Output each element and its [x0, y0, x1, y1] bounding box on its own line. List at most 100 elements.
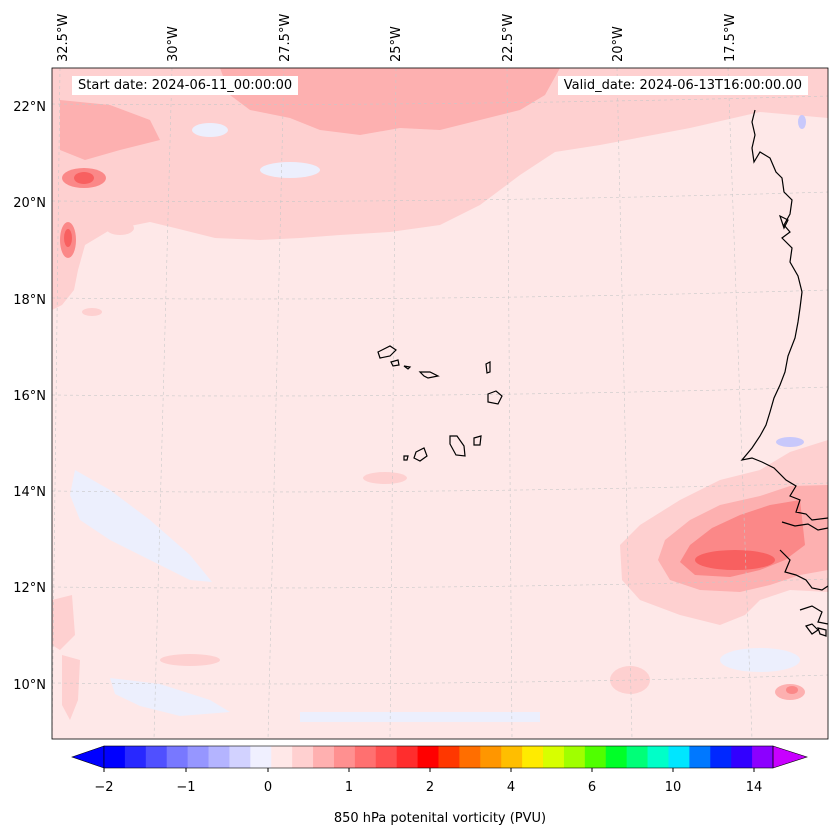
colorbar-segment: [501, 746, 523, 768]
island-santa-luzia: [403, 365, 412, 370]
pv-core-northwest: [74, 172, 94, 184]
pv-blue-patch-north: [192, 123, 228, 137]
colorbar-segment: [626, 746, 648, 768]
island-sao-vicente: [390, 359, 400, 367]
pv-blob-mid: [363, 472, 407, 484]
colorbar: −2 −1 0 1 2 4 6 10 14 850 hPa potenital …: [71, 745, 808, 826]
gridline-lon-30: [153, 68, 173, 739]
pv-contour-north-band: [52, 68, 828, 310]
colorbar-tick-label: 1: [345, 780, 353, 795]
colorbar-segment: [333, 746, 356, 768]
colorbar-segment: [396, 746, 418, 768]
colorbar-segment: [438, 746, 460, 768]
pv-contour-southwest2: [62, 655, 80, 720]
gridline-lat-22: [52, 95, 828, 105]
colorbar-extend-max: [772, 745, 808, 769]
coastline-africa: [740, 109, 828, 521]
colorbar-tick-label: 6: [588, 780, 596, 795]
colorbar-segment: [417, 746, 439, 768]
gridline-lat-10: [52, 674, 828, 685]
colorbar-segment: [752, 746, 774, 768]
pv-blob-small2: [82, 308, 102, 316]
colorbar-tick-label: 10: [665, 780, 682, 795]
colorbar-ticks: [103, 768, 755, 772]
gridline-lon-27-5: [267, 68, 285, 739]
colorbar-segment: [522, 746, 544, 768]
island-sal: [485, 361, 491, 374]
pv-contour-north-core: [220, 68, 560, 135]
coastline-islands-bissau2: [817, 627, 827, 637]
lat-labels: 22°N 20°N 18°N 16°N 14°N 12°N 10°N: [13, 100, 46, 693]
colorbar-segment: [145, 746, 168, 768]
lon-label: 17.5°W: [723, 14, 738, 62]
pv-blob-south: [160, 654, 220, 666]
pv-blue-dot-ne: [798, 115, 806, 129]
colorbar-segment: [563, 746, 586, 768]
lat-label: 14°N: [13, 485, 46, 500]
coastline-guinea-south: [799, 605, 828, 625]
graticule: [52, 68, 828, 739]
colorbar-segment: [104, 746, 126, 768]
gridline-lat-12: [52, 578, 828, 589]
colorbar-segment: [271, 746, 293, 768]
pv-blob-west-inner: [64, 229, 72, 247]
gridline-lat-14: [52, 482, 828, 493]
coastline-senegal-estuary: [781, 521, 828, 531]
colorbar-segment: [124, 746, 147, 768]
lat-label: 16°N: [13, 389, 46, 404]
island-brava: [403, 455, 409, 461]
gridline-lat-18: [52, 289, 828, 300]
gridline-lon-17-5: [727, 68, 753, 739]
colorbar-segment: [647, 746, 669, 768]
colorbar-segment: [208, 746, 230, 768]
gridline-lat-16: [52, 386, 828, 397]
colorbar-segment: [731, 746, 753, 768]
lat-label: 10°N: [13, 678, 46, 693]
pv-blue-patch-south: [110, 678, 230, 716]
colorbar-extend-min: [71, 745, 105, 769]
colorbar-segment: [166, 746, 189, 768]
lon-label: 30°W: [166, 26, 181, 62]
coastline-guinea: [779, 549, 828, 591]
colorbar-segment: [605, 746, 628, 768]
start-date-label: Start date: 2024-06-11_00:00:00: [72, 76, 299, 95]
colorbar-segment: [187, 746, 209, 768]
gridline-lon-32-5: [52, 68, 61, 739]
lat-label: 18°N: [13, 293, 46, 308]
pv-blob-far-southeast-core: [786, 686, 798, 694]
lon-labels: 32.5°W 30°W 27.5°W 25°W 22.5°W 20°W 17.5…: [56, 14, 738, 62]
pv-blue-patch-southeast: [720, 648, 800, 672]
lon-label: 25°W: [389, 26, 404, 62]
colorbar-tick-label: −1: [176, 780, 195, 795]
pv-blue-patch-north2: [260, 162, 320, 178]
colorbar-segment: [459, 746, 481, 768]
colorbar-label: 850 hPa potenital vorticity (PVU): [334, 811, 546, 826]
lon-label: 32.5°W: [56, 14, 71, 62]
pv-contour-northwest: [60, 100, 160, 160]
gridline-lon-20: [616, 68, 633, 739]
lat-label: 22°N: [13, 100, 46, 115]
lon-label: 27.5°W: [278, 14, 293, 62]
colorbar-segment: [313, 746, 335, 768]
colorbar-segment: [480, 746, 502, 768]
colorbar-segment: [354, 746, 377, 768]
island-santo-antao: [377, 345, 397, 359]
coastlines: [377, 109, 828, 637]
coastline-islands-bissau: [805, 623, 819, 635]
map-panel: [51, 67, 829, 740]
colorbar-segment: [710, 746, 732, 768]
colorbar-frame: [103, 745, 774, 769]
valid-date-label: Valid_date: 2024-06-13T16:00:00.00: [557, 76, 808, 95]
colorbar-segment: [375, 746, 398, 768]
colorbar-segment: [250, 746, 272, 768]
colorbar-segments: [104, 746, 774, 768]
island-boa-vista: [487, 390, 503, 405]
colorbar-tick-label: 2: [426, 780, 434, 795]
pv-blue-patch-coast: [776, 437, 804, 447]
colorbar-segment: [689, 746, 711, 768]
lon-label: 22.5°W: [501, 14, 516, 62]
colorbar-tick-label: 0: [264, 780, 272, 795]
map-frame: [51, 67, 829, 740]
lat-label: 20°N: [13, 196, 46, 211]
